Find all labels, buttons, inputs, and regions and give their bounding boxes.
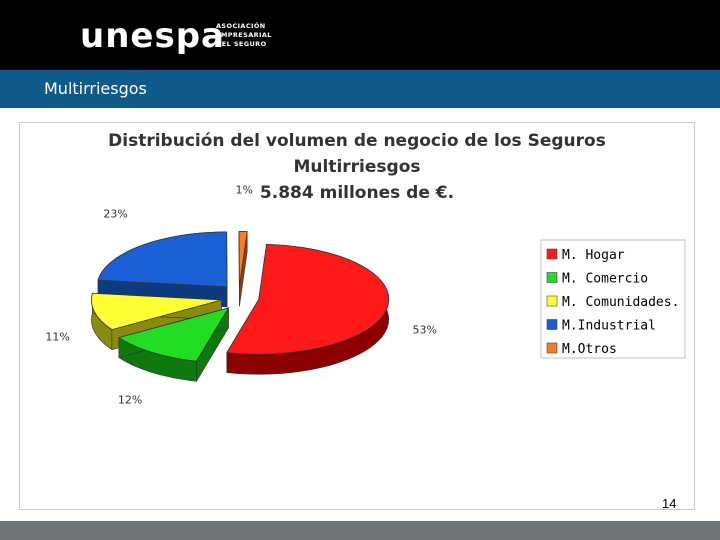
pie-slice <box>117 307 230 362</box>
legend-label: M. Hogar <box>562 248 625 263</box>
section-title-bar <box>0 70 720 108</box>
header-bar <box>0 0 720 70</box>
chart-title-line: 5.884 millones de €. <box>260 183 454 203</box>
slice-percent-label: 53% <box>413 324 437 337</box>
slice-percent-label: 23% <box>103 207 127 220</box>
pie-slice <box>226 243 390 355</box>
pie-chart: Distribución del volumen de negocio de l… <box>45 131 686 406</box>
pie-slice <box>97 231 228 288</box>
slice-percent-label: 12% <box>118 393 142 406</box>
legend-label: M.Otros <box>562 342 617 357</box>
page-number: 14 <box>662 496 677 511</box>
logo-sub-line: ASOCIACIÓN <box>216 22 266 30</box>
logo-subtitle: ASOCIACIÓN EMPRESARIAL DEL SEGURO <box>216 22 272 49</box>
legend-label: M. Comunidades. <box>562 295 679 310</box>
pie-slice <box>238 231 248 287</box>
chart-title-line: Distribución del volumen de negocio de l… <box>108 131 606 151</box>
legend-swatch <box>546 248 558 260</box>
chart-legend <box>540 239 686 359</box>
legend-swatch <box>546 295 558 307</box>
section-title: Multirriesgos <box>44 79 147 98</box>
unespa-logo: unespa <box>80 16 225 56</box>
legend-swatch <box>546 319 558 330</box>
legend-label: M. Comercio <box>562 272 648 287</box>
slice-percent-label: 11% <box>45 331 69 344</box>
slice-percent-label: 1% <box>235 184 252 197</box>
legend-label: M.Industrial <box>562 319 656 334</box>
chart-title-line: Multirriesgos <box>293 157 420 177</box>
pie-slice <box>91 292 222 331</box>
logo-sub-line: DEL SEGURO <box>216 40 267 48</box>
legend-swatch <box>546 342 558 354</box>
footer-bar <box>0 521 720 540</box>
legend-swatch <box>546 272 558 283</box>
logo-sub-line: EMPRESARIAL <box>216 31 272 39</box>
